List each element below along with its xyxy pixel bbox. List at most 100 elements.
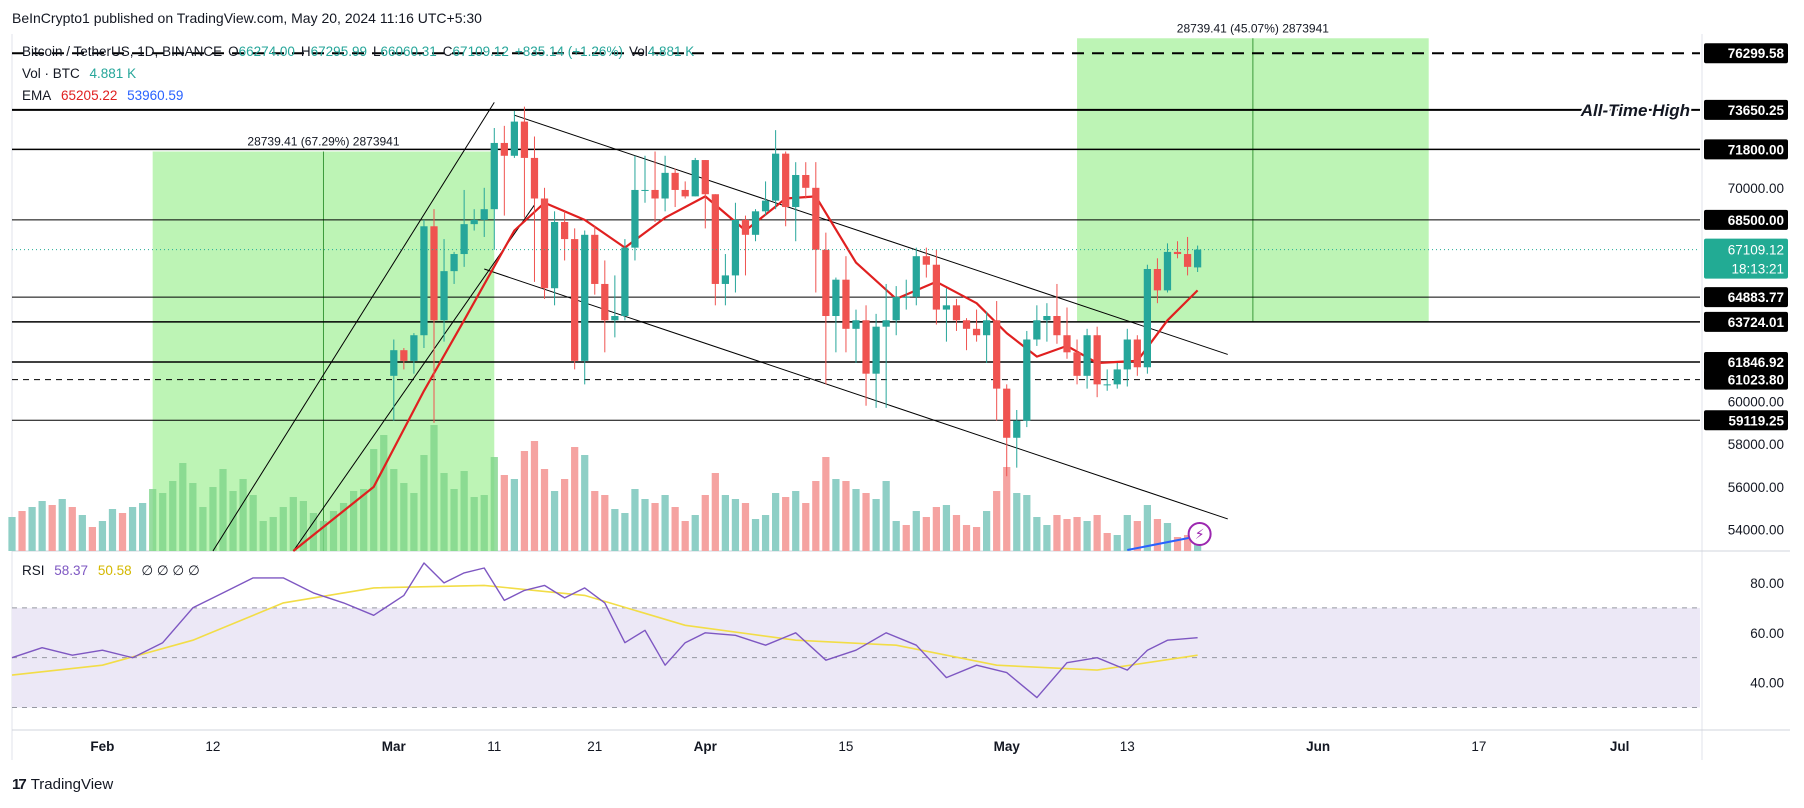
candle-46 bbox=[852, 320, 860, 329]
volume-bar-60 bbox=[611, 509, 619, 551]
volume-bar-22 bbox=[229, 491, 237, 551]
price-tick-4: 70000.00 bbox=[1728, 181, 1784, 196]
volume-bar-20 bbox=[209, 487, 217, 551]
candle-36 bbox=[751, 211, 760, 235]
level-label-bg-0 bbox=[1704, 43, 1788, 64]
candle-23 bbox=[621, 247, 629, 316]
ema-value-red: 65205.22 bbox=[61, 88, 118, 103]
tradingview-logo-icon: 17 bbox=[12, 776, 27, 793]
time-tick-7: May bbox=[994, 739, 1021, 754]
volume-bar-49 bbox=[500, 475, 508, 551]
volume-bar-107 bbox=[1083, 521, 1091, 551]
candle-47 bbox=[862, 320, 870, 374]
volume-bar-101 bbox=[1023, 495, 1031, 551]
rsi-legend: RSI 58.37 50.58 ∅ ∅ ∅ ∅ bbox=[22, 563, 206, 579]
candle-52 bbox=[912, 256, 920, 297]
volume-bar-53 bbox=[540, 469, 549, 551]
candle-62 bbox=[1013, 420, 1021, 438]
alert-bolt-icon bbox=[1187, 522, 1212, 546]
rsi-label[interactable]: RSI bbox=[22, 563, 45, 578]
tradingview-brand[interactable]: 17 TradingView bbox=[12, 776, 113, 793]
volume-label[interactable]: Vol · BTC bbox=[22, 66, 80, 81]
candle-27 bbox=[661, 172, 669, 199]
volume-bar-52 bbox=[530, 441, 539, 551]
ema-blue-tail bbox=[1127, 537, 1189, 551]
time-tick-0: Feb bbox=[90, 739, 114, 754]
ema-label[interactable]: EMA bbox=[22, 88, 52, 103]
candle-65 bbox=[1043, 316, 1051, 321]
level-label-6: 61846.92 bbox=[1728, 355, 1784, 370]
level-label-bg-7 bbox=[1704, 369, 1788, 390]
volume-bar-4 bbox=[48, 505, 56, 551]
candle-42 bbox=[812, 187, 820, 250]
candle-70 bbox=[1093, 335, 1101, 385]
candle-7 bbox=[460, 224, 468, 255]
candle-48 bbox=[872, 326, 880, 374]
volume-bar-17 bbox=[179, 463, 187, 551]
volume-bar-113 bbox=[1143, 505, 1151, 551]
candle-50 bbox=[892, 296, 900, 321]
volume-bar-41 bbox=[420, 455, 428, 551]
volume-bar-65 bbox=[661, 495, 669, 551]
rsi-extra: ∅ ∅ ∅ ∅ bbox=[141, 563, 200, 578]
volume-bar-37 bbox=[380, 435, 388, 551]
candle-75 bbox=[1143, 269, 1151, 368]
level-label-0: 76299.58 bbox=[1728, 46, 1785, 61]
symbol-title[interactable]: Bitcoin / TetherUS, 1D, BINANCE bbox=[22, 44, 223, 59]
volume-bar-27 bbox=[279, 507, 287, 551]
volume-bar-58 bbox=[591, 491, 599, 551]
volume-bar-12 bbox=[128, 507, 137, 551]
candle-37 bbox=[761, 200, 770, 212]
volume-bar-16 bbox=[169, 481, 177, 551]
volume-bar-39 bbox=[400, 483, 408, 551]
volume-bar-25 bbox=[259, 521, 267, 551]
volume-bar-106 bbox=[1073, 517, 1081, 551]
volume-bar-28 bbox=[289, 497, 297, 551]
volume-bar-90 bbox=[912, 511, 920, 551]
time-tick-4: 21 bbox=[587, 739, 602, 754]
volume-bar-71 bbox=[721, 495, 729, 551]
candle-79 bbox=[1183, 254, 1192, 267]
candle-57 bbox=[962, 320, 971, 329]
low-label: L bbox=[372, 44, 381, 59]
candle-2 bbox=[410, 335, 418, 361]
volume-bar-70 bbox=[711, 473, 719, 551]
volume-bar-83 bbox=[842, 481, 850, 551]
volume-bar-7 bbox=[78, 515, 86, 551]
candle-9 bbox=[480, 209, 488, 220]
time-tick-11: Jul bbox=[1610, 739, 1630, 754]
ema-line bbox=[292, 195, 1199, 552]
candle-10 bbox=[490, 142, 498, 210]
volume-bar-98 bbox=[993, 491, 1001, 551]
volume-bar-11 bbox=[118, 513, 127, 551]
candle-25 bbox=[641, 189, 649, 191]
candle-12 bbox=[510, 121, 518, 156]
level-label-bg-1 bbox=[1704, 99, 1788, 120]
candle-4 bbox=[430, 226, 438, 321]
volume-bar-43 bbox=[440, 473, 448, 551]
volume-bar-29 bbox=[299, 501, 307, 551]
volume-bar-50 bbox=[510, 479, 518, 551]
volume-bar-40 bbox=[410, 493, 418, 551]
volume-bar-104 bbox=[1053, 515, 1061, 551]
volume-bar-59 bbox=[601, 495, 609, 551]
rsi-tick-0: 40.00 bbox=[1750, 676, 1784, 691]
volume-bar-84 bbox=[852, 489, 860, 551]
volume-bar-115 bbox=[1163, 523, 1172, 551]
alert-bolt-glyph: ⚡ bbox=[1195, 527, 1205, 543]
volume-bar-99 bbox=[1003, 467, 1011, 551]
volume-bar-62 bbox=[631, 489, 639, 551]
candle-74 bbox=[1133, 339, 1141, 368]
volume-bar-5 bbox=[58, 499, 66, 551]
volume-bar-69 bbox=[701, 495, 709, 551]
candle-21 bbox=[601, 283, 609, 321]
volume-bar-118 bbox=[1194, 541, 1202, 551]
volume-bar-61 bbox=[621, 513, 629, 551]
candle-58 bbox=[972, 328, 981, 336]
last-price-label-bg bbox=[1704, 238, 1788, 279]
volume-bar-3 bbox=[38, 501, 46, 551]
candle-60 bbox=[993, 320, 1001, 389]
candle-53 bbox=[922, 256, 930, 265]
volume-bar-36 bbox=[370, 449, 378, 551]
